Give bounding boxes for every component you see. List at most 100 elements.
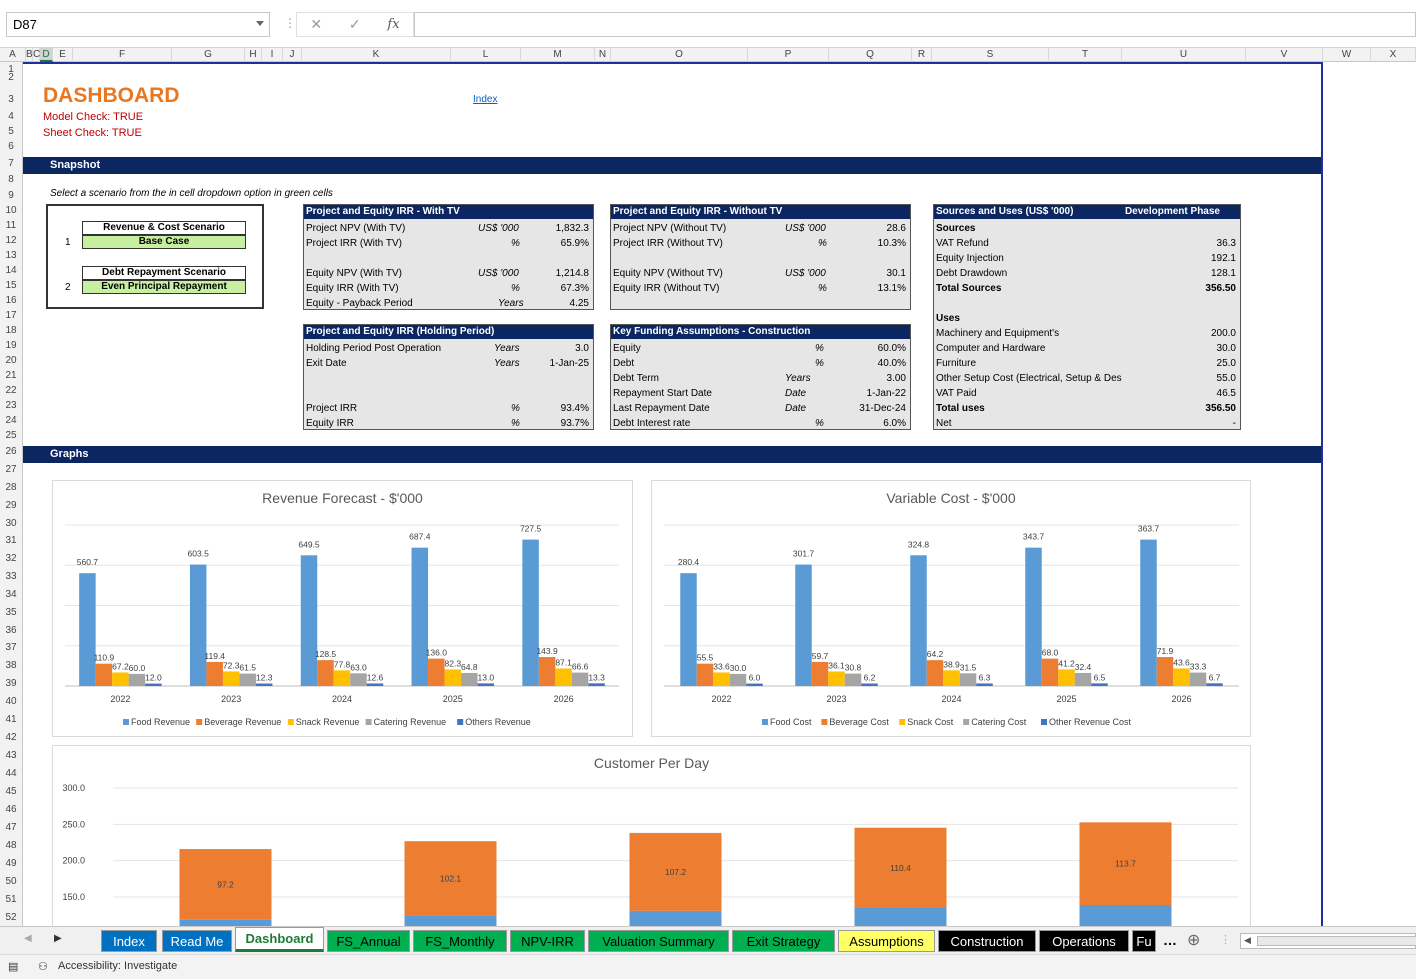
chart-bar[interactable]: [680, 573, 697, 686]
legend-entry[interactable]: Catering Revenue: [374, 717, 447, 727]
chart-bar[interactable]: [588, 683, 605, 686]
chart-bar[interactable]: [1091, 683, 1108, 686]
row-header[interactable]: 23: [5, 400, 17, 411]
row-header[interactable]: 10: [5, 205, 17, 216]
legend-entry[interactable]: Food Cost: [770, 717, 812, 727]
row-header[interactable]: 22: [5, 385, 17, 396]
row-header[interactable]: 3: [8, 94, 14, 105]
column-header[interactable]: M: [521, 48, 595, 62]
row-header[interactable]: 14: [5, 265, 17, 276]
sheet-tab-exit-strategy[interactable]: Exit Strategy: [732, 930, 835, 952]
enter-icon[interactable]: ✓: [348, 16, 361, 32]
row-header[interactable]: 2: [8, 72, 14, 83]
chart-bar[interactable]: [1058, 669, 1075, 686]
chart-bar[interactable]: [828, 671, 845, 686]
chart-bar[interactable]: [1189, 672, 1207, 686]
accessibility-icon[interactable]: ⚇: [38, 961, 48, 973]
chart-bar[interactable]: [333, 670, 351, 686]
chart-bar[interactable]: [404, 841, 497, 916]
legend-entry[interactable]: Catering Cost: [971, 717, 1027, 727]
chart-bar[interactable]: [795, 564, 812, 686]
row-header[interactable]: 24: [5, 415, 17, 426]
chart-bar[interactable]: [538, 657, 556, 686]
row-header[interactable]: 49: [5, 858, 17, 869]
scrollbar-left-icon[interactable]: ◀: [1244, 935, 1251, 945]
row-header[interactable]: 29: [5, 500, 17, 511]
chart-bar[interactable]: [95, 663, 113, 686]
legend-entry[interactable]: Others Revenue: [465, 717, 531, 727]
chart-bar[interactable]: [206, 661, 223, 686]
sheet-area[interactable]: DASHBOARD Model Check: TRUE Sheet Check:…: [23, 62, 1323, 936]
chart-bar[interactable]: [746, 683, 763, 686]
row-header[interactable]: 27: [5, 464, 17, 475]
sheet-tab-read-me[interactable]: Read Me: [162, 930, 232, 952]
row-header[interactable]: 9: [8, 190, 14, 201]
row-header[interactable]: 45: [5, 786, 17, 797]
chart-bar[interactable]: [1156, 657, 1174, 686]
column-header[interactable]: C: [33, 48, 41, 62]
row-header[interactable]: 16: [5, 295, 17, 306]
accessibility-status[interactable]: Accessibility: Investigate: [58, 960, 178, 972]
row-header[interactable]: 17: [5, 310, 17, 321]
more-options-icon[interactable]: ⋮: [284, 16, 296, 30]
column-header[interactable]: N: [595, 48, 611, 62]
scroll-left-icon[interactable]: ◀: [24, 933, 32, 944]
chart-bar[interactable]: [477, 683, 495, 686]
row-header[interactable]: 1: [8, 64, 14, 75]
index-link[interactable]: Index: [473, 94, 498, 105]
chart-bar[interactable]: [189, 564, 207, 686]
column-header[interactable]: A: [0, 48, 26, 62]
legend-entry[interactable]: Beverage Cost: [829, 717, 889, 727]
chart-bar[interactable]: [571, 672, 589, 686]
chart-bar[interactable]: [366, 683, 384, 686]
column-header[interactable]: D: [40, 48, 53, 62]
column-header[interactable]: P: [748, 48, 829, 62]
chart-bar[interactable]: [79, 573, 96, 686]
scroll-right-icon[interactable]: ▶: [54, 933, 62, 944]
row-header[interactable]: 46: [5, 804, 17, 815]
chart-bar[interactable]: [976, 683, 993, 686]
column-header[interactable]: X: [1371, 48, 1416, 62]
chart-bar[interactable]: [713, 672, 730, 686]
row-header[interactable]: 19: [5, 340, 17, 351]
chart-bar[interactable]: [696, 663, 714, 686]
chart-bar[interactable]: [317, 660, 334, 686]
sheet-tab-dashboard[interactable]: Dashboard: [235, 927, 324, 952]
function-icon[interactable]: fx: [387, 17, 400, 32]
chart-bar[interactable]: [239, 673, 256, 686]
row-header[interactable]: 48: [5, 840, 17, 851]
macro-icon[interactable]: ▤: [8, 961, 19, 973]
column-header[interactable]: V: [1246, 48, 1323, 62]
horizontal-scrollbar[interactable]: ◀: [1240, 933, 1416, 949]
row-header[interactable]: 8: [8, 174, 14, 185]
chevron-down-icon[interactable]: [256, 21, 264, 26]
chart-bar[interactable]: [811, 661, 829, 686]
legend-entry[interactable]: Snack Revenue: [296, 717, 360, 727]
row-header[interactable]: 18: [5, 325, 17, 336]
row-header[interactable]: 26: [5, 446, 17, 457]
row-header[interactable]: 13: [5, 250, 17, 261]
column-header[interactable]: O: [611, 48, 748, 62]
chart-bar[interactable]: [1079, 822, 1172, 905]
chart-bar[interactable]: [350, 673, 367, 686]
sheet-tab-fs-annual[interactable]: FS_Annual: [327, 930, 410, 952]
chart-bar[interactable]: [222, 671, 240, 686]
column-header[interactable]: U: [1122, 48, 1246, 62]
column-header[interactable]: S: [932, 48, 1049, 62]
chart-bar[interactable]: [1074, 672, 1092, 686]
chart-bar[interactable]: [1041, 658, 1059, 686]
row-header[interactable]: 20: [5, 355, 17, 366]
chart-bar[interactable]: [255, 683, 273, 686]
row-header[interactable]: 41: [5, 714, 17, 725]
row-header[interactable]: 47: [5, 822, 17, 833]
chart-bar[interactable]: [128, 673, 146, 686]
chart-bar[interactable]: [1140, 539, 1157, 686]
sheet-tab-operations[interactable]: Operations: [1039, 930, 1129, 952]
chart-bar[interactable]: [555, 668, 572, 686]
sheet-tab-valuation-summary[interactable]: Valuation Summary: [588, 930, 729, 952]
row-header[interactable]: 15: [5, 280, 17, 291]
formula-input[interactable]: [414, 12, 1416, 37]
row-header[interactable]: 5: [8, 126, 14, 137]
row-header[interactable]: 30: [5, 518, 17, 529]
chart-bar[interactable]: [861, 683, 878, 686]
